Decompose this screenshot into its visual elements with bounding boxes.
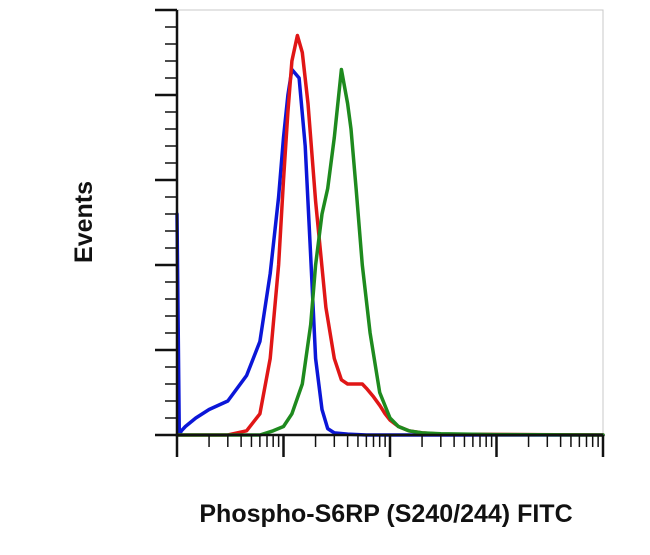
series-line-2: [175, 33, 605, 437]
x-axis-label: Phospho-S6RP (S240/244) FITC: [199, 500, 572, 528]
series-line-3: [175, 67, 605, 437]
ticks-layer: [155, 8, 605, 457]
series-line-1: [175, 67, 605, 437]
series-layer: [175, 33, 605, 437]
y-axis-label: Events: [70, 181, 98, 263]
axes-layer: [175, 10, 603, 437]
plot-frame: [176, 9, 604, 436]
